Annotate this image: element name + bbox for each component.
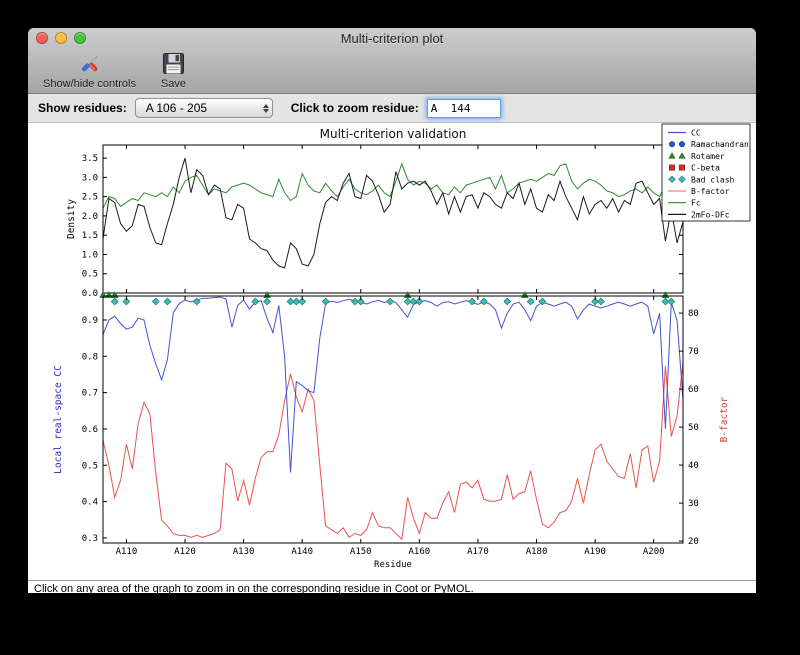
- save-button[interactable]: Save: [157, 49, 190, 91]
- plot-legend: CC Ramachandran Rotamer C-beta Bad clash B-fa…: [661, 123, 751, 222]
- svg-text:30: 30: [688, 499, 699, 509]
- svg-text:2.0: 2.0: [82, 212, 98, 222]
- svg-text:0.4: 0.4: [82, 498, 98, 508]
- svg-text:1.0: 1.0: [82, 250, 98, 260]
- svg-text:Residue: Residue: [374, 560, 412, 570]
- zoom-button[interactable]: [74, 32, 86, 44]
- stepper-icon: [262, 103, 269, 113]
- traffic-lights: [36, 32, 86, 44]
- svg-text:A120: A120: [174, 547, 196, 557]
- residue-range-select[interactable]: A 106 - 205: [134, 98, 273, 118]
- svg-text:0.7: 0.7: [82, 389, 98, 399]
- multi-criterion-plot-window: Multi-criterion plot: [28, 28, 756, 593]
- svg-text:70: 70: [688, 347, 699, 357]
- svg-text:0.8: 0.8: [82, 352, 98, 362]
- density-plot: 0.0 0.5 1.0 1.5 2.0 2.5 3.0 3.5 Density: [66, 144, 684, 299]
- svg-text:Local real-space CC: Local real-space CC: [53, 365, 64, 474]
- svg-text:CC: CC: [691, 129, 701, 138]
- window-title: Multi-criterion plot: [340, 30, 444, 46]
- minimize-button[interactable]: [55, 32, 67, 44]
- svg-text:0.6: 0.6: [82, 425, 98, 435]
- zoom-residue-input[interactable]: [426, 98, 501, 118]
- tools-icon: [81, 54, 99, 72]
- window-chrome: Multi-criterion plot: [28, 28, 756, 94]
- svg-text:20: 20: [688, 537, 699, 547]
- svg-text:3.0: 3.0: [82, 173, 98, 183]
- svg-text:1.5: 1.5: [82, 231, 98, 241]
- svg-text:40: 40: [688, 461, 699, 471]
- svg-text:Ramachandran: Ramachandran: [691, 140, 749, 149]
- svg-text:A150: A150: [350, 547, 372, 557]
- show-hide-controls-label: Show/hide controls: [43, 78, 136, 90]
- svg-text:Density: Density: [66, 199, 77, 239]
- controls-bar: Show residues: A 106 - 205 Click to zoom…: [28, 94, 756, 123]
- plot-canvas-area: Multi-criterion validation 0.0 0.5 1.0 1.5 2.…: [28, 123, 756, 580]
- svg-text:0.9: 0.9: [82, 316, 98, 326]
- svg-text:A140: A140: [291, 547, 313, 557]
- svg-text:80: 80: [688, 309, 699, 319]
- svg-text:60: 60: [688, 385, 699, 395]
- svg-text:A110: A110: [116, 547, 138, 557]
- svg-text:Bad clash: Bad clash: [691, 175, 735, 184]
- svg-text:A190: A190: [584, 547, 606, 557]
- titlebar: Multi-criterion plot: [28, 28, 756, 48]
- svg-text:A170: A170: [467, 547, 489, 557]
- svg-text:B-factor: B-factor: [691, 187, 730, 196]
- svg-text:0.5: 0.5: [82, 461, 98, 471]
- show-hide-controls-button[interactable]: Show/hide controls: [40, 49, 139, 91]
- svg-text:50: 50: [688, 423, 699, 433]
- toolbar: Show/hide controls Save: [28, 48, 756, 93]
- svg-text:B-factor: B-factor: [719, 396, 730, 442]
- svg-text:A200: A200: [643, 547, 665, 557]
- close-button[interactable]: [36, 32, 48, 44]
- residue-range-value: A 106 - 205: [145, 101, 208, 115]
- svg-text:3.5: 3.5: [82, 154, 98, 164]
- svg-text:A160: A160: [409, 547, 431, 557]
- status-text: Click on any area of the graph to zoom i…: [34, 583, 474, 593]
- svg-text:Fc: Fc: [691, 199, 701, 208]
- svg-text:Multi-criterion validation: Multi-criterion validation: [320, 127, 467, 141]
- svg-text:0.3: 0.3: [82, 534, 98, 544]
- save-icon: [162, 53, 184, 74]
- zoom-residue-label: Click to zoom residue:: [290, 101, 419, 115]
- show-residues-label: Show residues:: [38, 101, 127, 115]
- svg-text:Rotamer: Rotamer: [691, 152, 725, 161]
- svg-text:2mFo-DFc: 2mFo-DFc: [691, 210, 730, 219]
- multi-criterion-plot[interactable]: Multi-criterion validation 0.0 0.5 1.0 1.5 2.…: [28, 123, 756, 580]
- svg-text:C-beta: C-beta: [691, 164, 720, 173]
- status-bar: Click on any area of the graph to zoom i…: [28, 580, 756, 593]
- save-label: Save: [160, 78, 186, 90]
- svg-text:0.0: 0.0: [82, 289, 98, 299]
- svg-text:A130: A130: [233, 547, 255, 557]
- svg-text:2.5: 2.5: [82, 193, 98, 203]
- svg-text:0.5: 0.5: [82, 270, 98, 280]
- cc-bfactor-plot: 0.3 0.4 0.5 0.6 0.7 0.8 0.9 20 30 40 50 60 70 80 A110 A…: [53, 291, 730, 570]
- svg-text:A180: A180: [526, 547, 548, 557]
